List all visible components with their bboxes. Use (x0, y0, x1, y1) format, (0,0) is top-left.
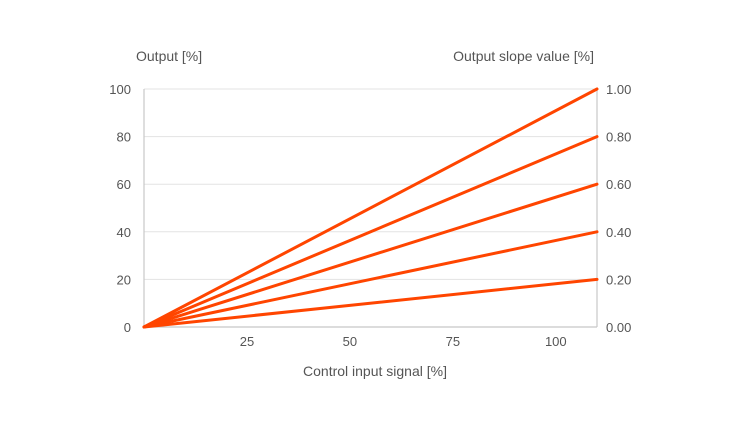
y-tick-label: 20 (117, 272, 131, 287)
x-tick-label: 25 (240, 334, 254, 349)
y-right-tick-label: 0.80 (606, 130, 631, 145)
series-line-4 (142, 230, 599, 329)
series-line-1 (142, 87, 599, 329)
y-right-tick-label: 0.20 (606, 272, 631, 287)
x-tick-label: 50 (343, 334, 357, 349)
left-axis-label: Output [%] (136, 48, 202, 64)
series-line-3 (142, 182, 599, 329)
y-tick-label: 0 (124, 320, 131, 335)
y-tick-label: 80 (117, 130, 131, 145)
series-lines (142, 87, 599, 329)
y-right-tick-label: 1.00 (606, 82, 631, 97)
x-tick-label: 75 (446, 334, 460, 349)
x-tick-label: 100 (545, 334, 567, 349)
series-line-5 (142, 277, 599, 329)
y-right-tick-label: 0.60 (606, 177, 631, 192)
y-right-tick-label: 0.40 (606, 225, 631, 240)
y-tick-label: 100 (109, 82, 131, 97)
axes (143, 89, 598, 328)
y-tick-label: 60 (117, 177, 131, 192)
x-axis-label: Control input signal [%] (303, 363, 447, 379)
right-axis-label: Output slope value [%] (453, 48, 594, 64)
y-tick-label: 40 (117, 225, 131, 240)
y-right-tick-label: 0.00 (606, 320, 631, 335)
grid-lines (144, 88, 597, 280)
tick-labels: 0 20 40 60 80 100 0.00 0.20 0.40 0.60 0.80 1.00 25 50… (109, 82, 631, 349)
series-line-2 (142, 135, 599, 329)
